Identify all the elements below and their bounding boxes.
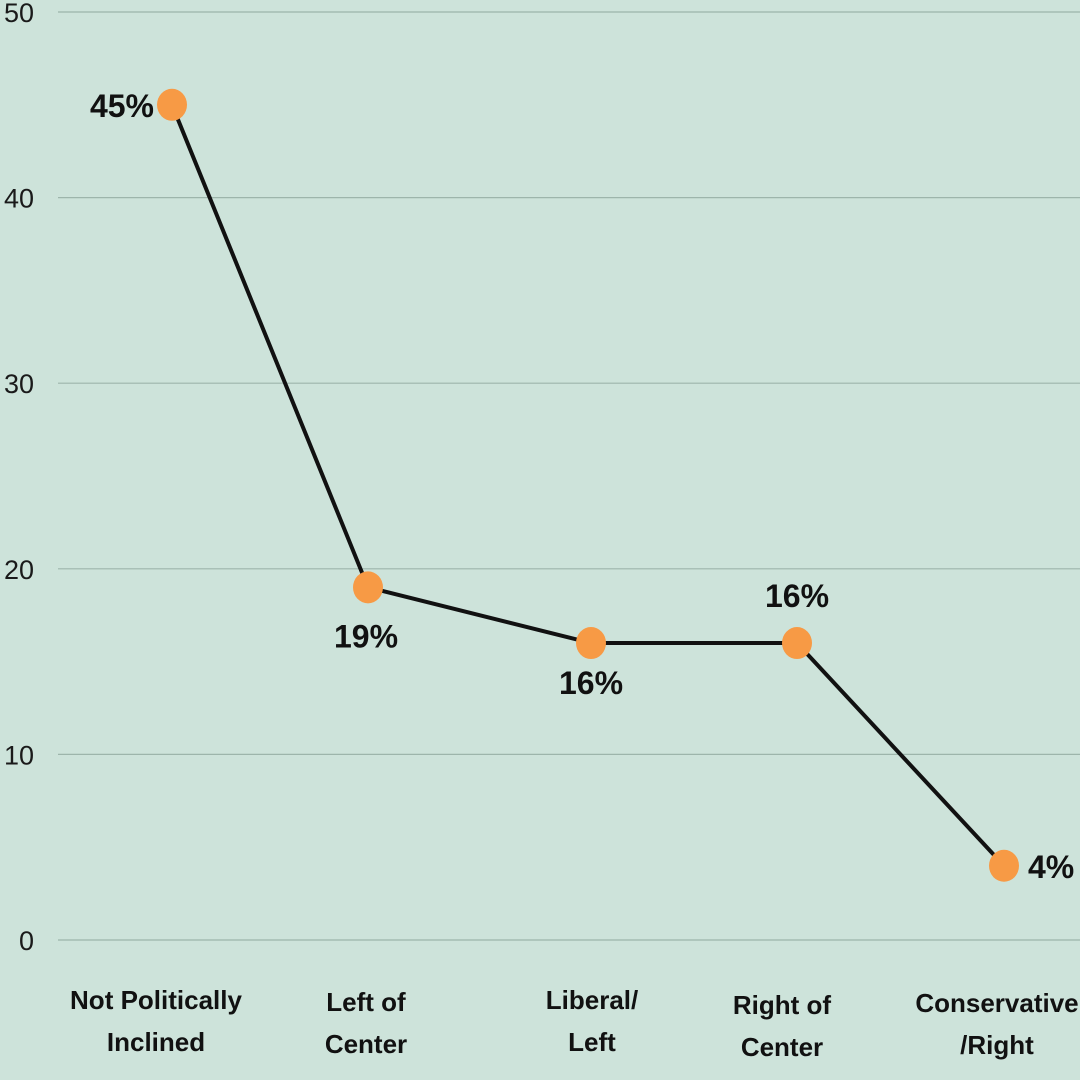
x-category-label: Conservative bbox=[915, 988, 1078, 1018]
data-point bbox=[157, 88, 187, 121]
x-category-label: Center bbox=[741, 1032, 823, 1062]
y-tick-label: 30 bbox=[4, 369, 34, 399]
data-label: 45% bbox=[90, 88, 154, 124]
data-labels: 45% 19% 16% 16% 4% bbox=[90, 88, 1074, 885]
data-points bbox=[157, 88, 1019, 882]
data-point bbox=[353, 571, 383, 604]
y-tick-label: 0 bbox=[19, 926, 34, 956]
data-label: 19% bbox=[334, 618, 398, 654]
x-category-label: Not Politically bbox=[70, 985, 242, 1015]
gridlines bbox=[58, 11, 1080, 941]
y-tick-label: 20 bbox=[4, 555, 34, 585]
x-category-label: Inclined bbox=[107, 1027, 205, 1057]
series-line bbox=[170, 104, 1006, 868]
x-category-label: /Right bbox=[960, 1030, 1034, 1060]
x-category-label: Liberal/ bbox=[546, 985, 638, 1015]
data-label: 4% bbox=[1028, 849, 1074, 885]
x-category-label: Left of bbox=[326, 987, 406, 1017]
x-category-label: Right of bbox=[733, 990, 832, 1020]
series-line-path bbox=[170, 104, 1006, 868]
x-category-label: Center bbox=[325, 1029, 407, 1059]
y-tick-label: 10 bbox=[4, 740, 34, 770]
y-tick-label: 40 bbox=[4, 184, 34, 214]
data-point bbox=[576, 627, 606, 660]
y-axis-ticks: 0 10 20 30 40 50 bbox=[4, 0, 34, 956]
data-point bbox=[989, 849, 1019, 882]
x-axis-labels: Not Politically Inclined Left of Center Libe… bbox=[70, 985, 1079, 1062]
x-category-label: Left bbox=[568, 1027, 616, 1057]
data-label: 16% bbox=[559, 665, 623, 701]
data-label: 16% bbox=[765, 578, 829, 614]
y-tick-label: 50 bbox=[4, 0, 34, 28]
data-point bbox=[782, 627, 812, 660]
